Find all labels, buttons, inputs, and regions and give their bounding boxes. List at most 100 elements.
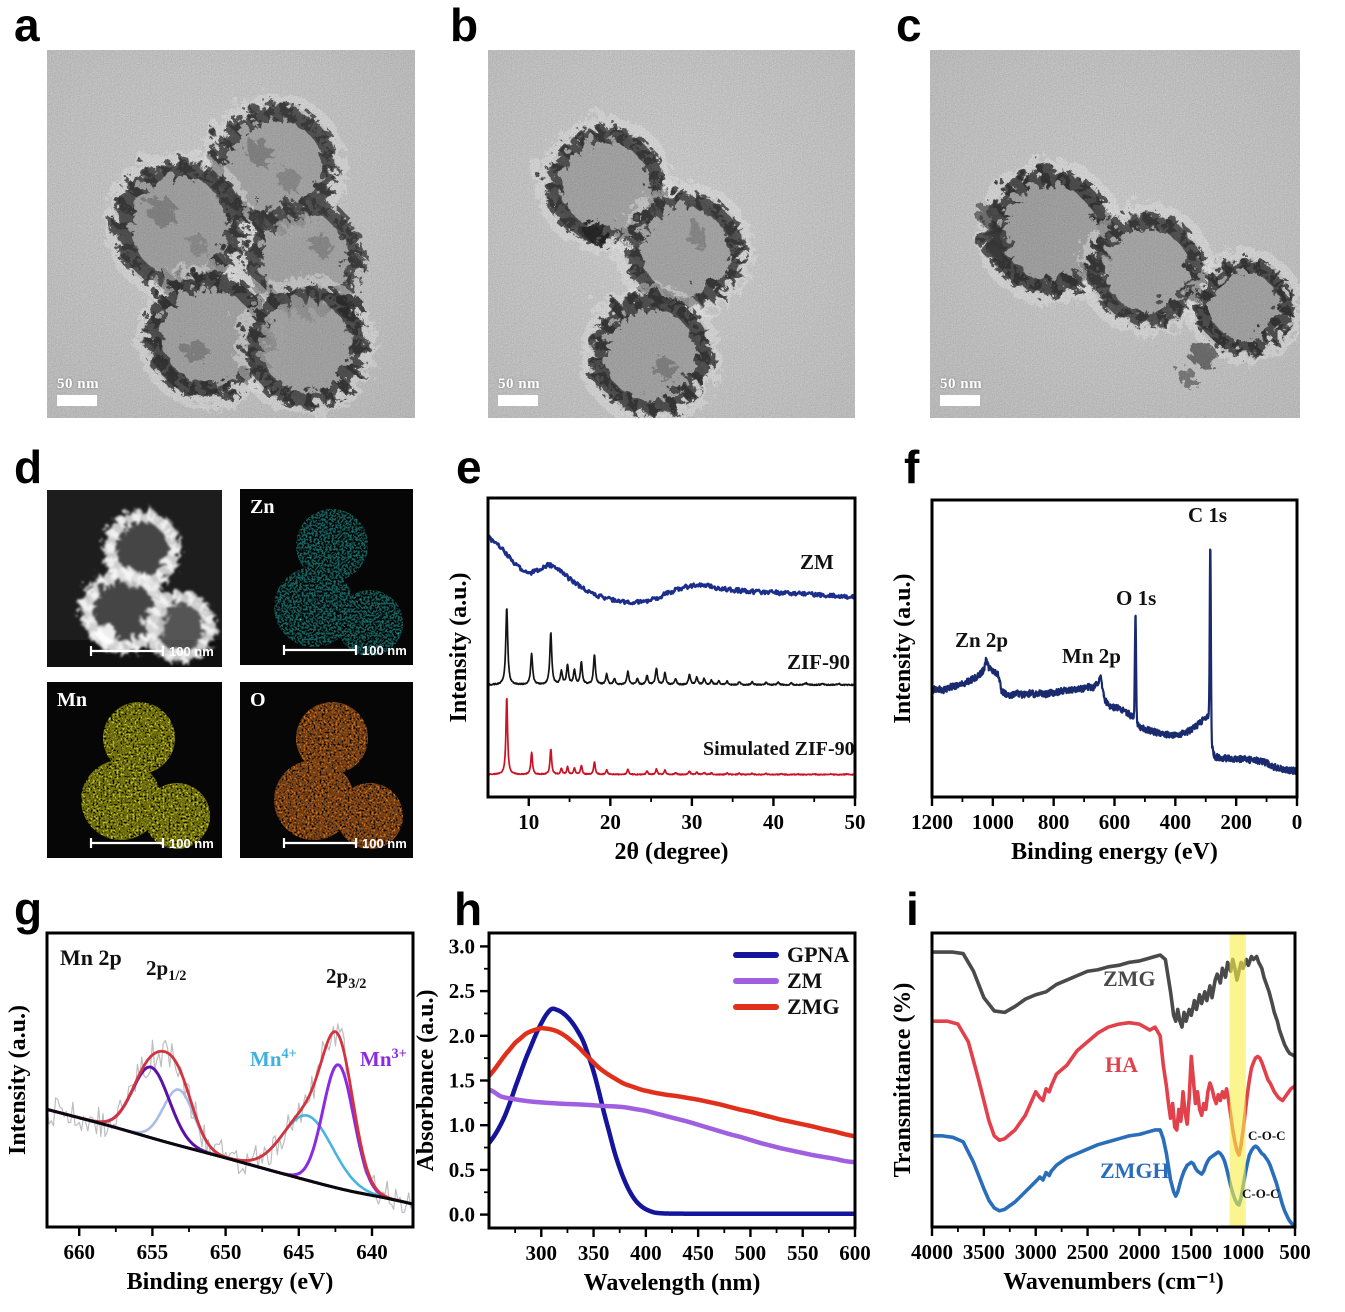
legend-label-zm: ZM xyxy=(787,968,823,993)
svg-text:640: 640 xyxy=(356,1240,388,1264)
eds-map-zn: Zn 100 nm xyxy=(240,489,413,665)
eds-map-o: O 100 nm xyxy=(240,682,413,858)
svg-text:2500: 2500 xyxy=(1067,1240,1109,1264)
scalebar-a-label: 50 nm xyxy=(57,376,100,392)
mn2p-label-mn4: Mn4+ xyxy=(250,1046,297,1072)
xrd-label-zif90: ZIF-90 xyxy=(787,650,850,674)
panel-letter-h: h xyxy=(454,883,483,935)
svg-text:800: 800 xyxy=(1038,810,1070,834)
svg-text:2.0: 2.0 xyxy=(449,1024,475,1048)
chart-xps-mn2p: 660 655 650 645 640 Binding energy (eV) Intens… xyxy=(5,931,415,1295)
svg-text:300: 300 xyxy=(526,1241,558,1265)
scalebar-d-stem xyxy=(89,646,165,656)
legend-label-zmg: ZMG xyxy=(787,994,840,1019)
mn2p-label-2p32: 2p3/2 xyxy=(326,964,366,993)
svg-text:4000: 4000 xyxy=(911,1240,953,1264)
tem-art-a xyxy=(47,50,415,418)
svg-text:500: 500 xyxy=(1279,1240,1311,1264)
svg-text:3000: 3000 xyxy=(1015,1240,1057,1264)
ftir-label-zmg: ZMG xyxy=(1103,966,1156,991)
svg-text:3500: 3500 xyxy=(963,1240,1005,1264)
ftir-label-coc-2: C-O-C xyxy=(1242,1186,1280,1201)
legend-item-zmg: ZMG xyxy=(733,994,849,1019)
eds-label-o: O xyxy=(250,689,266,711)
scalebar-c-label: 50 nm xyxy=(940,376,983,392)
panel-letter-c: c xyxy=(896,0,922,51)
scalebar-d-o xyxy=(282,838,358,848)
panel-letter-f: f xyxy=(904,441,920,493)
mn2p-title: Mn 2p xyxy=(60,945,122,970)
eds-label-mn: Mn xyxy=(57,689,87,711)
svg-text:600: 600 xyxy=(1099,810,1131,834)
panel-letter-b: b xyxy=(450,0,479,51)
tem-image-c: 50 nm xyxy=(930,50,1300,418)
tem-art-c xyxy=(930,50,1300,418)
chart-xrd: 10 20 30 40 50 2θ (degree) Intensity (a.u.) xyxy=(446,496,866,865)
eds-map-zn-art: Zn 100 nm xyxy=(240,489,413,665)
mn2p-label-2p12-sub: 1/2 xyxy=(168,968,187,985)
scalebar-b: 50 nm xyxy=(498,376,540,406)
ftir-label-zmgh: ZMGH xyxy=(1100,1158,1170,1183)
mn2p-label-2p12: 2p1/2 xyxy=(146,956,186,985)
mn2p-label-mn3: Mn3+ xyxy=(360,1046,407,1072)
svg-text:0.5: 0.5 xyxy=(449,1158,475,1182)
svg-text:650: 650 xyxy=(210,1240,242,1264)
chart-uvvis: 300 350 400 450 500 550 600 0.0 0.5 1.0 1.5 2.0 2.5 3… xyxy=(413,931,871,1296)
svg-text:Intensity (a.u.): Intensity (a.u.) xyxy=(5,1005,31,1155)
xps-label-zn2p: Zn 2p xyxy=(955,628,1009,652)
ftir-label-ha: HA xyxy=(1105,1052,1138,1077)
mn2p-label-mn3-sup: 3+ xyxy=(391,1046,407,1062)
scalebar-b-bar xyxy=(498,395,538,406)
svg-text:400: 400 xyxy=(1160,810,1192,834)
mn2p-label-2p32-sub: 3/2 xyxy=(348,976,367,993)
svg-text:450: 450 xyxy=(682,1241,714,1265)
svg-text:350: 350 xyxy=(578,1241,610,1265)
svg-text:660: 660 xyxy=(63,1240,95,1264)
svg-text:1000: 1000 xyxy=(1222,1240,1264,1264)
eds-map-mn-art: Mn 100 nm xyxy=(47,682,222,858)
svg-text:1.0: 1.0 xyxy=(449,1113,475,1137)
panel-letter-e: e xyxy=(456,441,482,493)
chart-xps-survey: 1200 1000 800 600 400 200 0 Binding energy (eV)… xyxy=(890,498,1302,865)
ftir-label-coc-1: C-O-C xyxy=(1248,1128,1286,1143)
svg-text:200: 200 xyxy=(1220,810,1252,834)
scalebar-d-zn xyxy=(282,645,358,655)
svg-text:Absorbance (a.u.): Absorbance (a.u.) xyxy=(413,989,439,1171)
svg-text:2.5: 2.5 xyxy=(449,979,475,1003)
svg-text:2000: 2000 xyxy=(1118,1240,1160,1264)
panel-letter-i: i xyxy=(906,883,919,935)
mn2p-label-2p12-main: 2p xyxy=(146,956,169,980)
scalebar-c: 50 nm xyxy=(940,376,982,406)
svg-text:400: 400 xyxy=(630,1241,662,1265)
xps-label-c1s: C 1s xyxy=(1188,503,1228,527)
svg-text:1000: 1000 xyxy=(972,810,1014,834)
tem-art-b xyxy=(488,50,855,418)
legend-item-gpna: GPNA xyxy=(733,942,850,967)
eds-stem-tile: 100 nm xyxy=(47,490,222,667)
scalebar-d-stem-label: 100 nm xyxy=(169,644,214,659)
legend-label-gpna: GPNA xyxy=(787,942,850,967)
eds-label-zn: Zn xyxy=(250,496,274,518)
svg-text:10: 10 xyxy=(518,810,539,834)
svg-text:550: 550 xyxy=(787,1241,819,1265)
eds-map-o-art: O 100 nm xyxy=(240,682,413,858)
svg-text:20: 20 xyxy=(600,810,621,834)
svg-text:645: 645 xyxy=(283,1240,315,1264)
svg-text:1.5: 1.5 xyxy=(449,1069,475,1093)
svg-text:Intensity (a.u.): Intensity (a.u.) xyxy=(446,572,472,722)
scalebar-d-zn-label: 100 nm xyxy=(362,643,407,658)
eds-stem-art: 100 nm xyxy=(47,490,222,667)
svg-text:600: 600 xyxy=(839,1241,871,1265)
svg-text:Intensity (a.u.): Intensity (a.u.) xyxy=(890,573,916,723)
scalebar-d-o-label: 100 nm xyxy=(362,836,407,851)
svg-text:655: 655 xyxy=(137,1240,169,1264)
mn2p-label-mn4-sup: 4+ xyxy=(281,1046,297,1062)
legend-swatch-zmg xyxy=(733,1004,779,1010)
mn2p-label-mn3-main: Mn xyxy=(360,1047,392,1071)
svg-text:Binding energy (eV): Binding energy (eV) xyxy=(127,1269,334,1295)
scalebar-d-mn-label: 100 nm xyxy=(169,836,214,851)
scalebar-d-mn xyxy=(89,838,165,848)
legend-swatch-zm xyxy=(733,978,779,984)
eds-map-mn: Mn 100 nm xyxy=(47,682,222,858)
